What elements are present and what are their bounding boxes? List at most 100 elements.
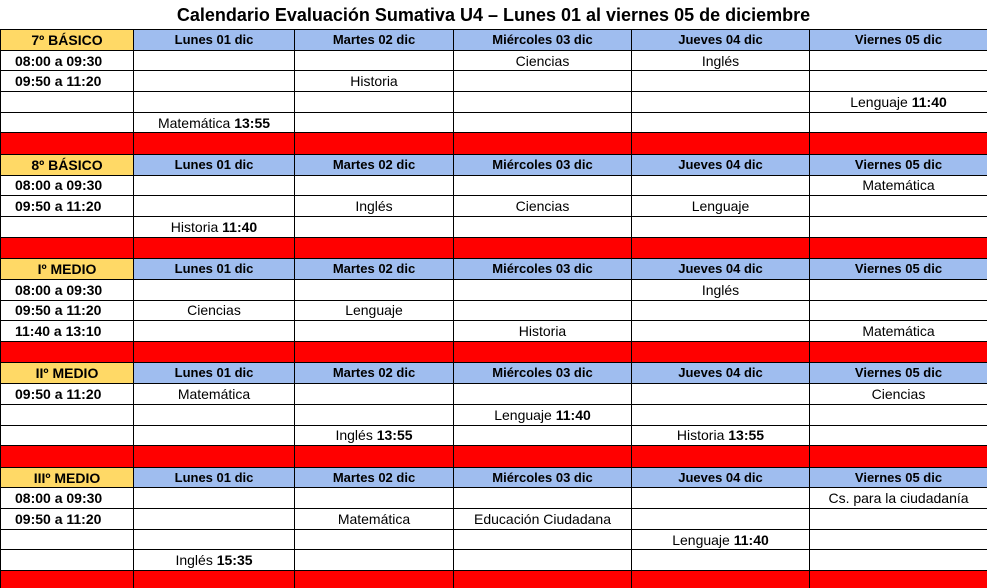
exam-cell xyxy=(631,216,810,238)
day-header: Jueves 04 dic xyxy=(631,29,810,51)
exam-cell: Cs. para la ciudadanía xyxy=(809,487,987,510)
separator-cell xyxy=(0,132,134,155)
exam-cell xyxy=(453,528,632,551)
exam-cell xyxy=(631,299,810,322)
exam-cell: Ciencias xyxy=(453,49,632,72)
exam-cell xyxy=(809,299,987,322)
day-header: Lunes 01 dic xyxy=(133,29,295,51)
exam-cell xyxy=(294,111,454,134)
separator-row xyxy=(0,340,987,364)
separator-row xyxy=(0,445,987,468)
exam-cell xyxy=(809,278,987,301)
schedule-row: 08:00 a 09:30 Matemática xyxy=(0,174,987,197)
schedule-table: 7º BÁSICO Lunes 01 dic Martes 02 dic Miérco… xyxy=(0,29,987,588)
separator-cell xyxy=(294,570,454,588)
grade-label: Iº MEDIO xyxy=(0,258,134,280)
exam-subject: Inglés xyxy=(335,427,373,444)
exam-cell xyxy=(631,403,810,426)
exam-cell xyxy=(809,195,987,217)
time-slot xyxy=(0,549,134,572)
exam-time: 13:55 xyxy=(728,427,765,444)
exam-cell xyxy=(631,549,810,572)
schedule-row: 08:00 a 09:30 Ciencias Inglés xyxy=(0,49,987,72)
exam-subject: Historia xyxy=(676,427,725,444)
page-title: Calendario Evaluación Sumativa U4 – Lune… xyxy=(176,5,811,25)
day-header: Martes 02 dic xyxy=(294,258,454,280)
schedule-row: 09:50 a 11:20 Matemática Ciencias xyxy=(0,383,987,405)
schedule-row: 08:00 a 09:30 Cs. para la ciudadanía xyxy=(0,487,987,510)
separator-cell xyxy=(0,570,134,588)
exam-cell: Inglés xyxy=(631,49,810,72)
exam-subject: Historia xyxy=(170,218,219,235)
section-header-row: 8º BÁSICO Lunes 01 dic Martes 02 dic Miérco… xyxy=(0,153,987,176)
exam-cell xyxy=(631,70,810,93)
time-slot: 08:00 a 09:30 xyxy=(0,487,134,510)
exam-cell xyxy=(294,320,454,342)
time-slot: 09:50 a 11:20 xyxy=(0,299,134,322)
time-slot: 09:50 a 11:20 xyxy=(0,195,134,217)
separator-row xyxy=(0,236,987,260)
exam-cell: Lenguaje xyxy=(294,299,454,322)
exam-cell xyxy=(294,528,454,551)
exam-cell: Matemática xyxy=(809,320,987,342)
exam-cell xyxy=(631,320,810,342)
day-header: Viernes 05 dic xyxy=(809,153,987,176)
separator-cell xyxy=(294,132,454,155)
exam-cell xyxy=(133,70,295,93)
schedule-row: 09:50 a 11:20 Inglés Ciencias Lenguaje xyxy=(0,195,987,217)
exam-cell xyxy=(133,195,295,217)
exam-cell: Lenguaje 11:40 xyxy=(809,91,987,113)
time-slot xyxy=(0,91,134,113)
separator-cell xyxy=(133,445,295,468)
day-header: Viernes 05 dic xyxy=(809,258,987,280)
exam-cell: Historia 13:55 xyxy=(631,424,810,447)
day-header: Jueves 04 dic xyxy=(631,153,810,176)
exam-cell xyxy=(294,91,454,113)
exam-cell xyxy=(294,216,454,238)
exam-cell xyxy=(453,174,632,197)
separator-cell xyxy=(453,445,632,468)
exam-cell xyxy=(133,174,295,197)
exam-cell: Matemática xyxy=(294,508,454,530)
separator-cell xyxy=(133,236,295,260)
exam-cell xyxy=(453,111,632,134)
exam-cell xyxy=(294,49,454,72)
day-header: Martes 02 dic xyxy=(294,29,454,51)
separator-cell xyxy=(0,445,134,468)
exam-cell xyxy=(453,487,632,510)
exam-time: 11:40 xyxy=(733,531,769,548)
schedule-row: Matemática 13:55 xyxy=(0,111,987,134)
exam-cell xyxy=(809,216,987,238)
exam-subject: Lenguaje xyxy=(850,93,908,110)
day-header: Lunes 01 dic xyxy=(133,466,295,489)
separator-cell xyxy=(809,236,987,260)
separator-cell xyxy=(0,236,134,260)
exam-cell: Lenguaje 11:40 xyxy=(631,528,810,551)
time-slot: 09:50 a 11:20 xyxy=(0,70,134,93)
day-header: Viernes 05 dic xyxy=(809,466,987,489)
day-header: Martes 02 dic xyxy=(294,466,454,489)
exam-cell: Matemática xyxy=(809,174,987,197)
day-header: Lunes 01 dic xyxy=(133,362,295,385)
exam-cell xyxy=(453,91,632,113)
exam-cell xyxy=(133,403,295,426)
exam-cell xyxy=(133,424,295,447)
schedule-row: Lenguaje 11:40 xyxy=(0,91,987,113)
exam-cell xyxy=(453,70,632,93)
separator-cell xyxy=(294,236,454,260)
day-header: Miércoles 03 dic xyxy=(453,258,632,280)
schedule-row: Lenguaje 11:40 xyxy=(0,528,987,551)
day-header: Viernes 05 dic xyxy=(809,29,987,51)
table-body: 7º BÁSICO Lunes 01 dic Martes 02 dic Miérco… xyxy=(0,29,987,588)
day-header: Martes 02 dic xyxy=(294,362,454,385)
exam-cell xyxy=(294,487,454,510)
exam-cell xyxy=(631,174,810,197)
schedule-row: 11:40 a 13:10 Historia Matemática xyxy=(0,320,987,342)
exam-cell xyxy=(453,278,632,301)
separator-cell xyxy=(133,570,295,588)
exam-cell: Matemática 13:55 xyxy=(133,111,295,134)
exam-cell xyxy=(294,278,454,301)
day-header: Lunes 01 dic xyxy=(133,258,295,280)
schedule-row: 08:00 a 09:30 Inglés xyxy=(0,278,987,301)
separator-cell xyxy=(453,570,632,588)
